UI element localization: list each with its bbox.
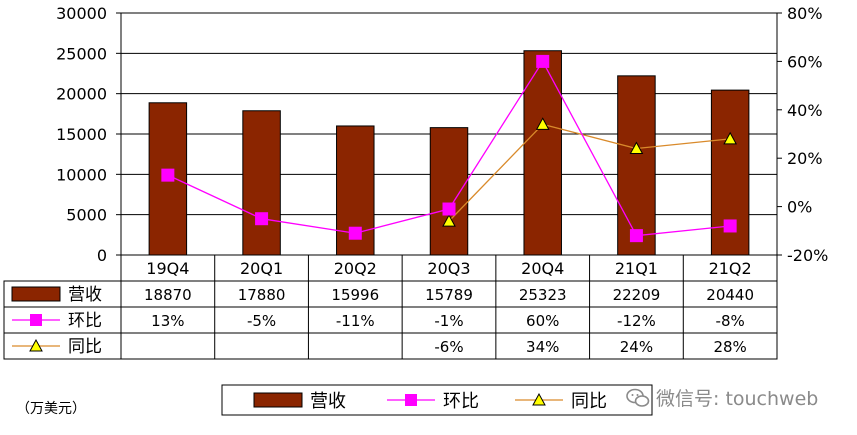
y-right-tick-label: 0% xyxy=(787,198,812,217)
x-tick-label: 19Q4 xyxy=(146,259,189,278)
legend-label: 营收 xyxy=(310,391,346,412)
point xyxy=(348,226,362,240)
data-label: 22209 xyxy=(613,286,661,304)
legend-swatch xyxy=(30,314,42,326)
point xyxy=(161,168,175,182)
point xyxy=(723,131,737,145)
legend-swatch xyxy=(11,286,61,302)
bar xyxy=(617,75,656,256)
point xyxy=(629,229,643,243)
data-label: -12% xyxy=(617,312,656,330)
data-label: -5% xyxy=(247,312,276,330)
legend-swatch xyxy=(405,394,417,406)
data-label: 15789 xyxy=(425,286,473,304)
y-right-tick-label: 20% xyxy=(787,149,823,168)
y-right-tick-label: -20% xyxy=(787,246,828,265)
y-left-tick-label: 25000 xyxy=(56,44,107,63)
x-tick-label: 20Q4 xyxy=(521,259,564,278)
point xyxy=(535,117,550,130)
data-label: 20440 xyxy=(706,286,754,304)
watermark-text: 微信号: touchweb xyxy=(656,388,819,410)
y-left-tick-label: 0 xyxy=(97,246,107,265)
data-label: -8% xyxy=(716,312,745,330)
legend-swatch xyxy=(29,338,43,352)
legend-swatch xyxy=(253,392,303,408)
data-label: 18870 xyxy=(144,286,192,304)
y-right-tick-label: 80% xyxy=(787,4,823,23)
legend-label: 同比 xyxy=(68,337,102,357)
data-label: 13% xyxy=(151,312,184,330)
unit-note: （万美元） xyxy=(16,401,86,417)
point xyxy=(629,141,644,155)
series-line xyxy=(448,123,731,222)
legend-label: 环比 xyxy=(68,311,102,331)
data-label: -6% xyxy=(434,338,463,356)
legend-label: 营收 xyxy=(68,285,102,305)
data-label: -1% xyxy=(434,312,463,330)
data-label: 25323 xyxy=(519,286,567,304)
x-tick-label: 20Q2 xyxy=(334,259,377,278)
y-left-tick-label: 30000 xyxy=(56,4,107,23)
legend-label: 环比 xyxy=(443,391,479,412)
data-label: 60% xyxy=(526,312,559,330)
watermark: 微信号: touchweb xyxy=(626,384,818,411)
x-tick-label: 21Q1 xyxy=(615,259,658,278)
point xyxy=(536,54,550,68)
y-left-tick-label: 15000 xyxy=(56,125,107,144)
legend-label: 同比 xyxy=(571,391,607,412)
legend-swatch xyxy=(532,392,546,406)
point xyxy=(723,219,737,233)
point xyxy=(255,212,269,226)
bar xyxy=(429,127,469,256)
wechat-icon xyxy=(626,388,650,407)
data-label: 17880 xyxy=(238,286,286,304)
y-left-tick-label: 20000 xyxy=(56,85,107,104)
data-label: 15996 xyxy=(331,286,379,304)
point xyxy=(442,214,456,227)
data-label: 28% xyxy=(713,338,746,356)
y-left-tick-label: 5000 xyxy=(66,206,107,225)
point xyxy=(442,202,456,216)
data-table xyxy=(3,280,778,360)
bar xyxy=(242,110,281,256)
y-left-tick-label: 10000 xyxy=(56,165,107,184)
data-label: 24% xyxy=(620,338,653,356)
x-tick-label: 21Q2 xyxy=(709,259,752,278)
x-tick-label: 20Q1 xyxy=(240,259,283,278)
y-right-tick-label: 60% xyxy=(787,52,823,71)
x-tick-label: 20Q3 xyxy=(427,259,470,278)
data-label: -11% xyxy=(336,312,375,330)
y-right-tick-label: 40% xyxy=(787,101,823,120)
data-label: 34% xyxy=(526,338,559,356)
